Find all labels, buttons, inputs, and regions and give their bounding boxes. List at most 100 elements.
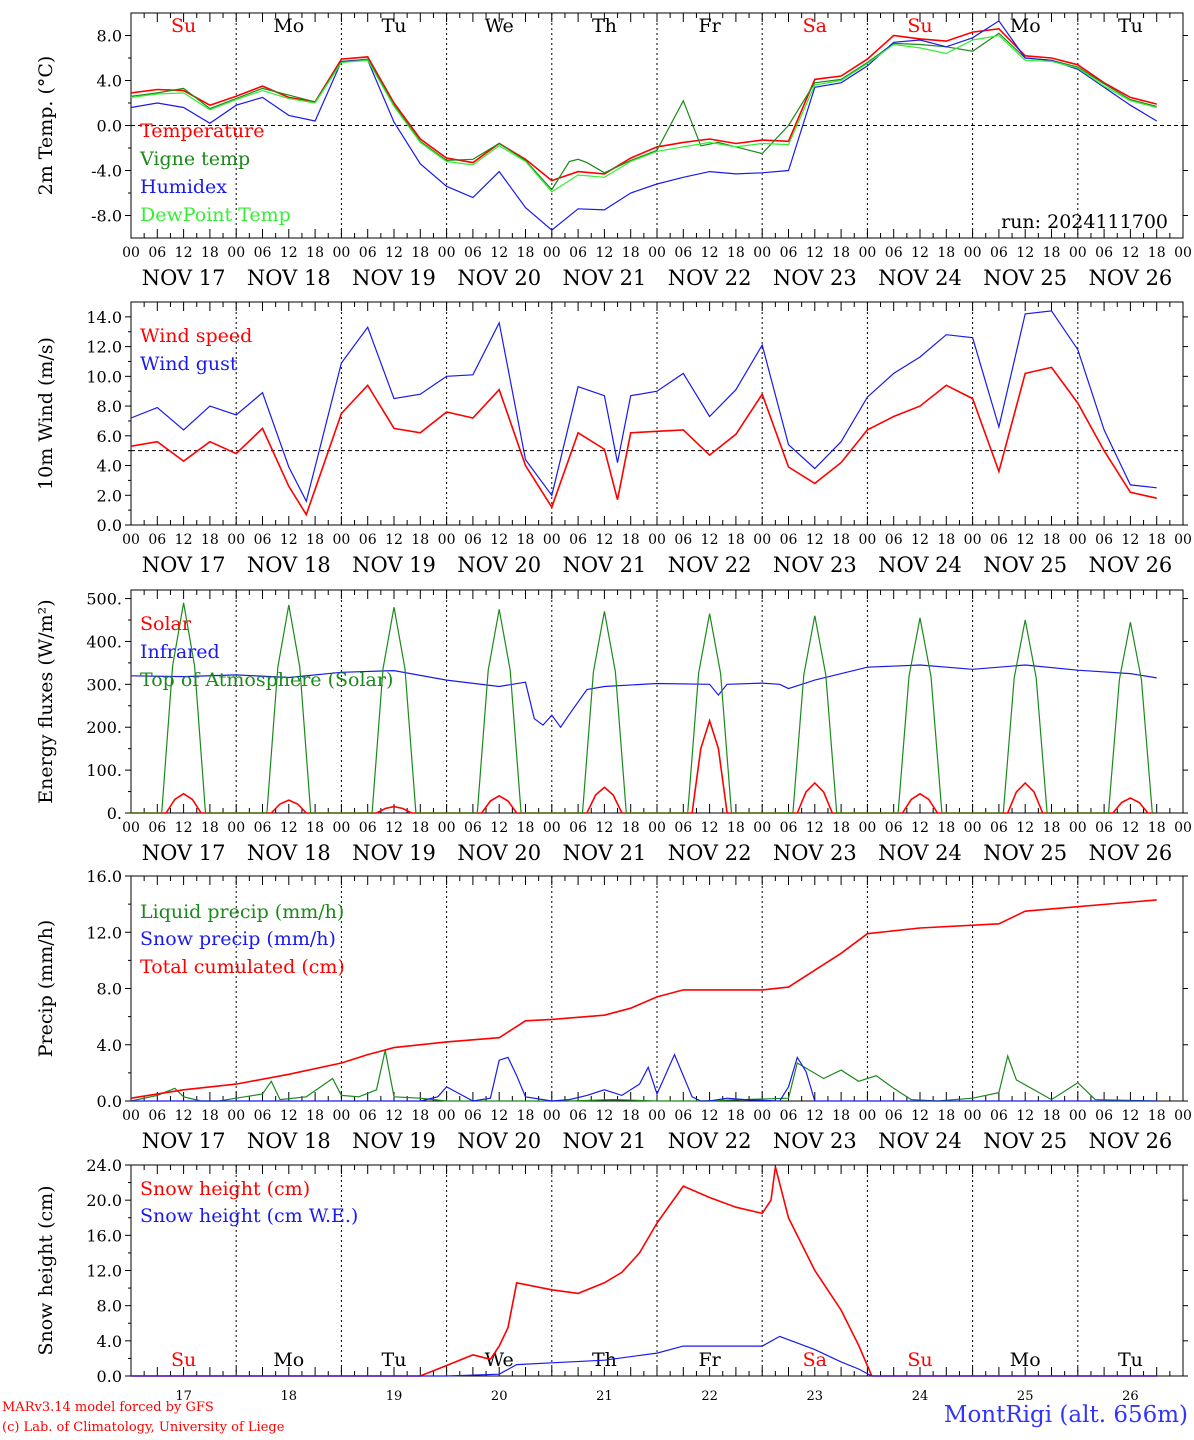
hour-tick-label: 18 — [727, 245, 745, 261]
hour-tick-label: 00 — [122, 1108, 140, 1124]
date-label: NOV 17 — [142, 841, 226, 865]
hour-tick-label: 18 — [937, 245, 955, 261]
hour-tick-label: 12 — [280, 1108, 298, 1124]
hour-tick-label: 12 — [175, 532, 193, 548]
weekday-label: Mo — [273, 1349, 304, 1371]
y-tick-label: 300. — [86, 675, 122, 694]
hour-tick-label: 18 — [1043, 245, 1061, 261]
hour-tick-label: 18 — [517, 1108, 535, 1124]
panel-snow: 0.0 4.0 8.0 12.0 16.0 20.0 24.0 Snow height (cm… — [35, 1156, 1188, 1400]
date-label: NOV 24 — [878, 841, 962, 865]
hour-tick-label: 06 — [359, 1108, 377, 1124]
hour-tick-label: 00 — [543, 820, 561, 836]
hour-tick-label: 00 — [753, 245, 771, 261]
date-label: NOV 24 — [878, 266, 962, 290]
series-line-temp-2 — [130, 20, 1158, 231]
hour-tick-label: 12 — [1016, 1108, 1034, 1124]
hour-tick-label: 06 — [990, 820, 1008, 836]
weekday-label: Tu — [1118, 15, 1143, 37]
date-label: NOV 23 — [773, 1129, 857, 1153]
series-line-wind-0 — [130, 366, 1157, 517]
hour-tick-label: 00 — [1174, 532, 1192, 548]
legend-entry: Humidex — [140, 176, 227, 198]
hour-tick-label: 06 — [464, 245, 482, 261]
series-line-snow-1 — [131, 1335, 1157, 1377]
hour-tick-label: 12 — [385, 1108, 403, 1124]
model-credit: MARv3.14 model forced by GFS — [2, 1400, 214, 1415]
hour-tick-label: 06 — [359, 532, 377, 548]
hour-tick-label: 06 — [780, 532, 798, 548]
hour-tick-label: 00 — [964, 820, 982, 836]
date-label: NOV 26 — [1089, 266, 1173, 290]
hour-tick-label: 12 — [175, 820, 193, 836]
hour-tick-label: 00 — [1069, 1108, 1087, 1124]
hour-tick-label: 06 — [569, 532, 587, 548]
station-title: MontRigi (alt. 656m) — [943, 1402, 1188, 1428]
hour-tick-label: 06 — [254, 532, 272, 548]
hour-tick-label: 12 — [911, 532, 929, 548]
series-line-precip-1 — [131, 1053, 1157, 1102]
date-label: NOV 17 — [142, 553, 226, 577]
hour-tick-label: 06 — [780, 1108, 798, 1124]
hour-tick-label: 18 — [1148, 245, 1166, 261]
legend-entry: Wind gust — [140, 353, 238, 375]
date-label: NOV 22 — [668, 841, 752, 865]
date-label: NOV 18 — [247, 553, 331, 577]
y-tick-label: 8.0 — [97, 397, 122, 416]
hour-tick-label: 12 — [701, 245, 719, 261]
y-tick-label: 20.0 — [86, 1191, 122, 1210]
weekday-label: Tu — [1118, 1349, 1143, 1371]
weekday-label: Su — [171, 1349, 196, 1371]
y-tick-label: 0.0 — [97, 1367, 122, 1386]
hour-tick-label: 06 — [674, 820, 692, 836]
hour-tick-label: 00 — [1174, 1108, 1192, 1124]
day-number-label: 21 — [596, 1389, 613, 1400]
hour-tick-label: 06 — [569, 245, 587, 261]
hour-tick-label: 00 — [122, 820, 140, 836]
hour-tick-label: 06 — [674, 245, 692, 261]
y-tick-label: 24.0 — [86, 1156, 122, 1175]
date-label: NOV 19 — [352, 553, 436, 577]
hour-tick-label: 12 — [1121, 245, 1139, 261]
weekday-label: Mo — [1010, 15, 1041, 37]
hour-tick-label: 06 — [674, 1108, 692, 1124]
hour-tick-label: 12 — [490, 1108, 508, 1124]
hour-tick-label: 12 — [595, 532, 613, 548]
hour-tick-label: 12 — [490, 820, 508, 836]
hour-tick-label: 18 — [306, 532, 324, 548]
legend-entry: Total cumulated (cm) — [140, 956, 345, 978]
hour-tick-label: 06 — [464, 820, 482, 836]
hour-tick-label: 06 — [569, 820, 587, 836]
date-label: NOV 25 — [983, 553, 1067, 577]
day-number-label: 26 — [1122, 1389, 1139, 1400]
date-label: NOV 24 — [878, 553, 962, 577]
weekday-label: Tu — [382, 1349, 407, 1371]
hour-tick-label: 18 — [411, 820, 429, 836]
weekday-label: We — [485, 1349, 514, 1371]
date-label: NOV 22 — [668, 266, 752, 290]
hour-tick-label: 06 — [464, 1108, 482, 1124]
legend-entry: Vigne temp — [139, 148, 250, 170]
hour-tick-label: 12 — [385, 245, 403, 261]
hour-tick-label: 18 — [1043, 532, 1061, 548]
date-label: NOV 17 — [142, 1129, 226, 1153]
hour-tick-label: 18 — [1043, 1108, 1061, 1124]
weekday-label: Sa — [803, 15, 827, 37]
date-label: NOV 26 — [1089, 841, 1173, 865]
date-label: NOV 19 — [352, 266, 436, 290]
hour-tick-label: 18 — [306, 1108, 324, 1124]
y-tick-label: 500. — [86, 590, 122, 609]
hour-tick-label: 18 — [306, 820, 324, 836]
hour-tick-label: 18 — [517, 820, 535, 836]
hour-tick-label: 12 — [1016, 245, 1034, 261]
hour-tick-label: 18 — [411, 245, 429, 261]
hour-tick-label: 18 — [937, 532, 955, 548]
hour-tick-label: 18 — [622, 245, 640, 261]
hour-tick-label: 18 — [201, 1108, 219, 1124]
hour-tick-label: 18 — [201, 820, 219, 836]
date-label: NOV 23 — [773, 553, 857, 577]
hour-tick-label: 06 — [990, 1108, 1008, 1124]
y-tick-label: 400. — [86, 632, 122, 651]
y-tick-label: 12.0 — [86, 1262, 122, 1281]
hour-tick-label: 18 — [517, 532, 535, 548]
